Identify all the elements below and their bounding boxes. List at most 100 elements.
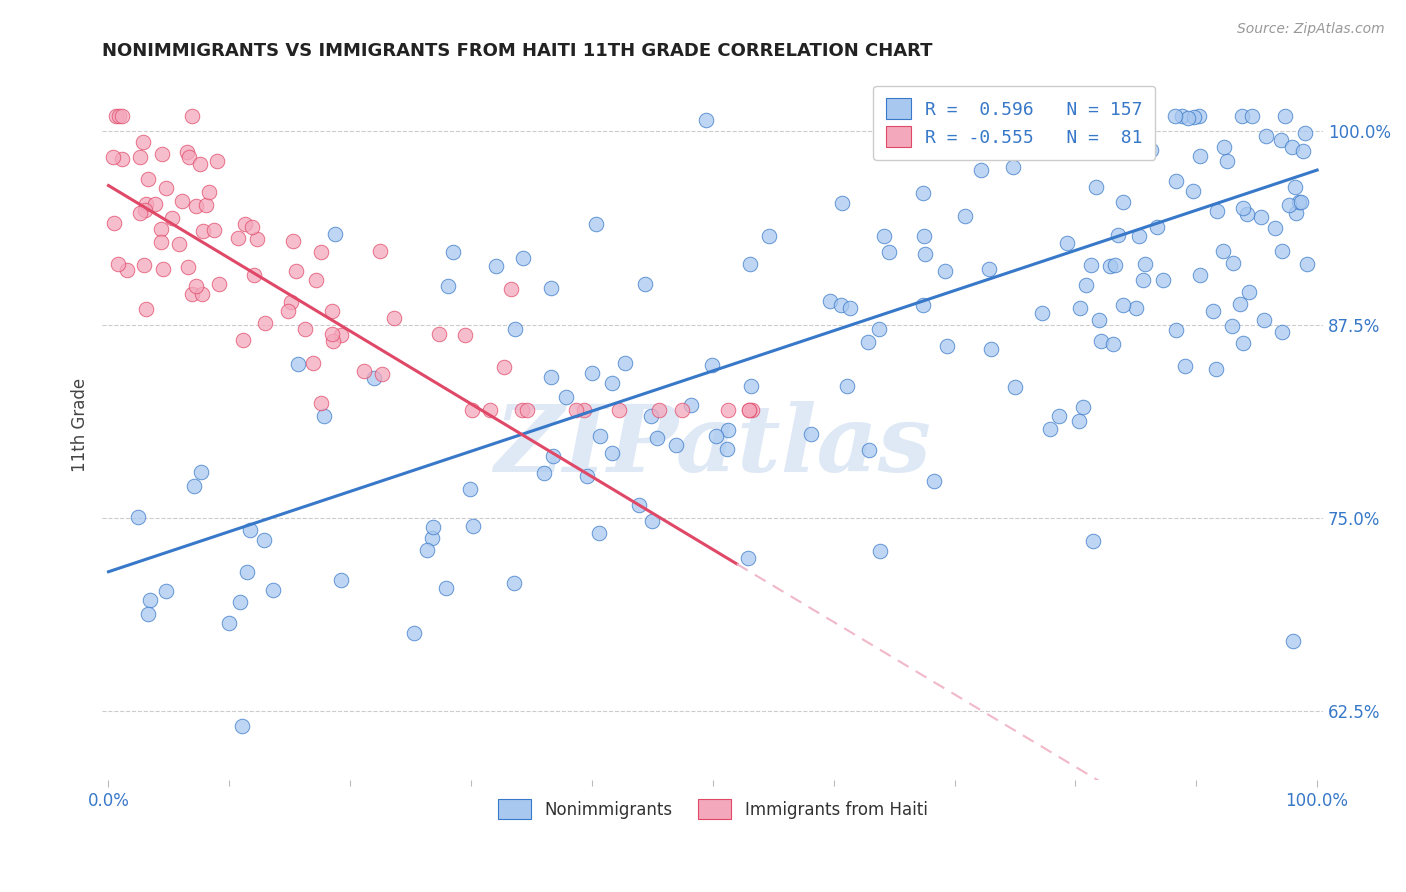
Point [869, 322, 891, 336]
Point [420, 531, 443, 545]
Point [512, 402, 534, 417]
Point [572, 402, 595, 417]
Point [321, 304, 343, 318]
Point [1229, 297, 1251, 311]
Point [155, 181, 177, 195]
Point [555, 390, 578, 404]
Point [738, 402, 761, 417]
Point [800, 427, 823, 442]
Point [1237, 285, 1260, 299]
Point [540, 370, 562, 384]
Point [1271, 244, 1294, 259]
Point [1098, 260, 1121, 274]
Point [226, 231, 249, 245]
Point [1296, 257, 1319, 271]
Point [103, 150, 125, 164]
Point [873, 228, 896, 243]
Point [139, 593, 162, 607]
Point [363, 371, 385, 385]
Point [311, 395, 333, 409]
Point [585, 217, 607, 231]
Point [134, 258, 156, 272]
Point [1212, 244, 1234, 258]
Point [1128, 228, 1150, 243]
Point [837, 378, 859, 392]
Point [607, 402, 630, 417]
Point [503, 322, 526, 336]
Point [1270, 133, 1292, 147]
Point [1074, 277, 1097, 292]
Point [281, 234, 304, 248]
Point [645, 431, 668, 445]
Point [127, 509, 149, 524]
Point [1189, 149, 1212, 163]
Point [304, 273, 326, 287]
Point [134, 202, 156, 217]
Point [877, 245, 900, 260]
Point [1174, 359, 1197, 373]
Point [287, 357, 309, 371]
Point [1189, 268, 1212, 282]
Point [695, 113, 717, 128]
Point [128, 150, 150, 164]
Point [1132, 273, 1154, 287]
Point [589, 429, 612, 443]
Point [1039, 421, 1062, 435]
Point [741, 402, 763, 417]
Point [869, 543, 891, 558]
Point [634, 277, 657, 292]
Point [588, 525, 610, 540]
Point [1085, 180, 1108, 194]
Point [312, 409, 335, 424]
Point [1271, 325, 1294, 339]
Point [143, 197, 166, 211]
Point [503, 576, 526, 591]
Legend: Nonimmigrants, Immigrants from Haiti: Nonimmigrants, Immigrants from Haiti [492, 793, 934, 825]
Point [235, 565, 257, 579]
Point [184, 199, 207, 213]
Point [167, 237, 190, 252]
Point [150, 235, 173, 249]
Point [242, 268, 264, 282]
Point [1284, 180, 1306, 194]
Point [1069, 301, 1091, 315]
Point [1067, 414, 1090, 428]
Point [541, 449, 564, 463]
Y-axis label: 11th Grade: 11th Grade [72, 378, 89, 472]
Point [1047, 409, 1070, 423]
Point [1164, 173, 1187, 187]
Point [371, 367, 394, 381]
Point [1205, 362, 1227, 376]
Point [458, 482, 481, 496]
Point [977, 262, 1000, 277]
Point [1146, 220, 1168, 235]
Point [1031, 306, 1053, 320]
Point [198, 185, 221, 199]
Point [856, 335, 879, 350]
Point [914, 247, 936, 261]
Point [323, 227, 346, 241]
Point [959, 109, 981, 123]
Point [229, 594, 252, 608]
Point [1216, 154, 1239, 169]
Point [232, 334, 254, 348]
Point [104, 109, 127, 123]
Point [1240, 109, 1263, 123]
Point [681, 398, 703, 412]
Point [280, 295, 302, 310]
Point [150, 146, 173, 161]
Point [1080, 258, 1102, 272]
Point [831, 196, 853, 211]
Point [911, 186, 934, 201]
Point [1181, 184, 1204, 198]
Point [516, 402, 538, 417]
Point [838, 301, 860, 316]
Point [1090, 334, 1112, 348]
Point [160, 211, 183, 225]
Point [1112, 298, 1135, 312]
Point [576, 469, 599, 483]
Point [353, 364, 375, 378]
Point [1102, 336, 1125, 351]
Point [321, 326, 343, 341]
Point [404, 626, 426, 640]
